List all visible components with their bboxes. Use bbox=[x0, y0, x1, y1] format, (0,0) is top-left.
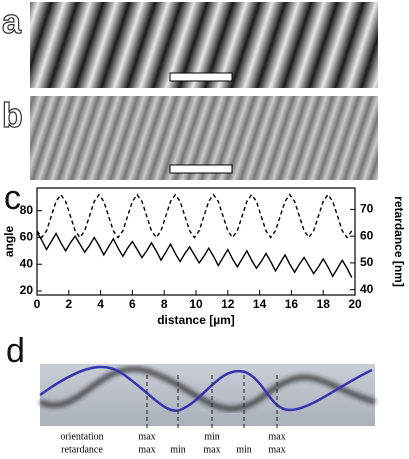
x-tick-label: 6 bbox=[129, 297, 136, 311]
x-tick-label: 12 bbox=[221, 297, 235, 311]
legend-label: retardance bbox=[61, 444, 103, 455]
plot-frame bbox=[36, 187, 356, 296]
marker-label: max bbox=[138, 431, 155, 442]
x-axis-label: distance [µm] bbox=[157, 313, 235, 327]
chart: 0 2 4 6 8 10 12 14 16 18 202040608040506070distanc… bbox=[2, 187, 406, 327]
y2-axis-label: retardance [nm] bbox=[392, 196, 406, 287]
scale-bar bbox=[169, 72, 233, 82]
marker-label: max bbox=[268, 444, 285, 455]
marker-label: min bbox=[204, 431, 220, 442]
x-tick-label: 8 bbox=[161, 297, 168, 311]
legend-label: orientation bbox=[60, 431, 103, 442]
marker-label: max bbox=[138, 444, 155, 455]
y-tick-label: 20 bbox=[20, 283, 34, 297]
x-tick-label: 18 bbox=[317, 297, 331, 311]
diagram-labels: orientation retardance max max min min max min m… bbox=[60, 375, 286, 455]
y-tick-label: 40 bbox=[20, 256, 34, 270]
scale-bar bbox=[169, 164, 233, 174]
panel-label: c bbox=[4, 179, 21, 217]
panel-label: a bbox=[2, 3, 22, 41]
y2-tick-label: 70 bbox=[360, 202, 374, 216]
marker-label: min bbox=[236, 444, 252, 455]
x-tick-label: 10 bbox=[189, 297, 203, 311]
marker-label: max bbox=[203, 444, 220, 455]
marker-label: max bbox=[268, 431, 285, 442]
y-tick-label: 60 bbox=[20, 230, 34, 244]
panel-label: d bbox=[6, 332, 25, 370]
y-axis-label: angle bbox=[2, 226, 16, 258]
x-tick-label: 2 bbox=[65, 297, 72, 311]
series-line bbox=[36, 231, 353, 278]
diagram-background bbox=[40, 364, 375, 426]
y2-tick-label: 50 bbox=[360, 255, 374, 269]
x-tick-label: 16 bbox=[285, 297, 299, 311]
marker-label: min bbox=[170, 444, 186, 455]
panel-label: b bbox=[2, 97, 23, 135]
x-tick-label: 0 bbox=[34, 297, 41, 311]
y-tick-label: 80 bbox=[20, 203, 34, 217]
retardance-curve bbox=[38, 366, 376, 412]
y2-tick-label: 40 bbox=[360, 282, 374, 296]
x-tick-label: 14 bbox=[253, 297, 267, 311]
x-tick-label: 20 bbox=[348, 297, 362, 311]
y2-tick-label: 60 bbox=[360, 228, 374, 242]
x-tick-label: 4 bbox=[97, 297, 104, 311]
series-line bbox=[36, 193, 353, 239]
